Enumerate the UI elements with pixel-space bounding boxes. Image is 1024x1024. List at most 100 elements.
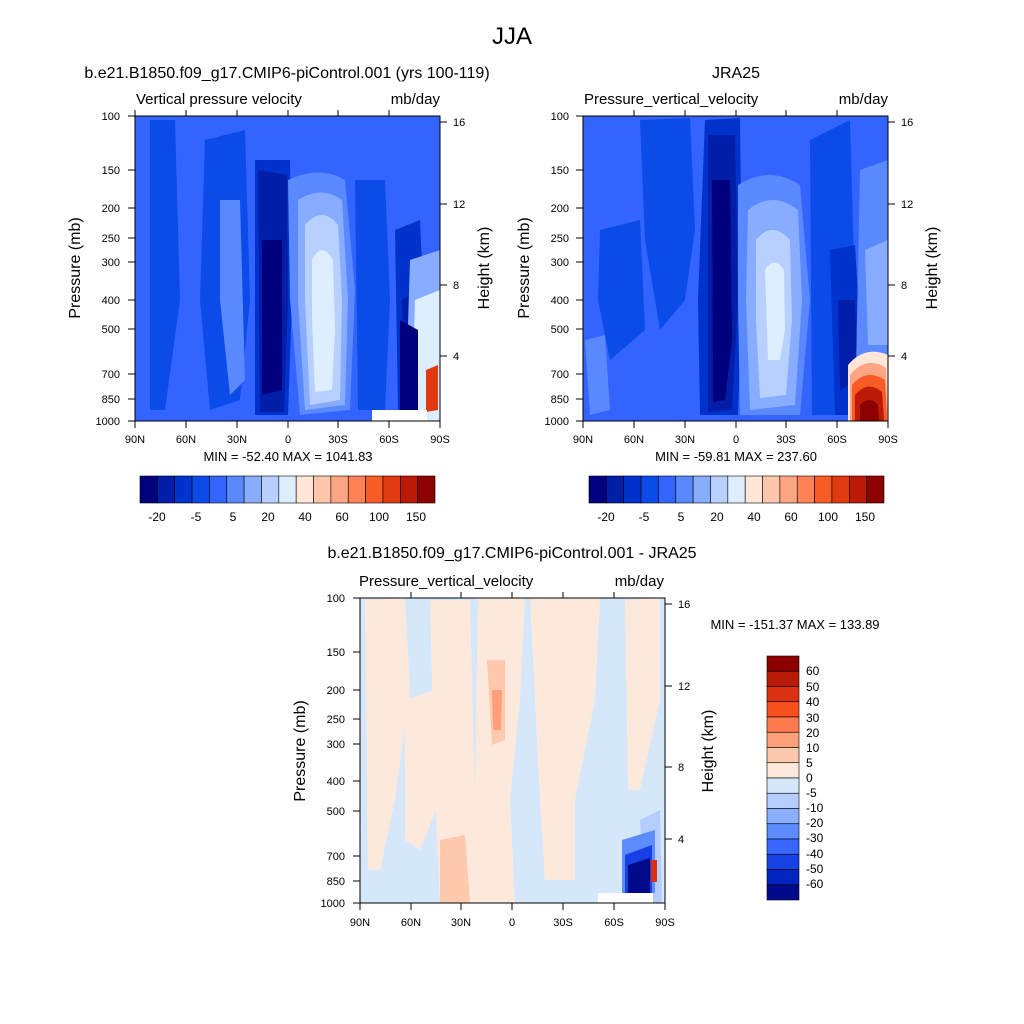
colorbar-swatch (766, 701, 800, 718)
colorbar-swatch (766, 869, 800, 886)
pressure-ticks: 100 150 200 250 300 400 500 700 850 1000 (96, 111, 120, 428)
colorbar-swatch (209, 475, 228, 504)
colorbar-label: -20 (597, 510, 615, 524)
units-label: mb/day (615, 573, 665, 590)
colorbar-label: 40 (747, 510, 761, 524)
colorbar-swatch (766, 762, 800, 779)
colorbar-swatch (766, 853, 800, 870)
colorbar-label: -60 (806, 877, 824, 891)
height-tick: 8 (901, 280, 907, 292)
min-max-label: MIN = -151.37 MAX = 133.89 (710, 617, 879, 632)
height-tick: 4 (678, 834, 684, 846)
pressure-tick: 250 (551, 233, 569, 245)
colorbar-swatch (766, 777, 800, 794)
height-tick: 16 (901, 117, 913, 129)
colorbar-swatch (710, 475, 729, 504)
colorbar-swatch (766, 716, 800, 733)
colorbar-swatch (658, 475, 677, 504)
pressure-tick: 150 (327, 647, 345, 659)
colorbar-swatch (243, 475, 262, 504)
pressure-tick: 150 (551, 165, 569, 177)
height-tick: 12 (678, 681, 690, 693)
height-ticks: 16 12 8 4 (678, 599, 690, 846)
colorbar-label: -5 (191, 510, 202, 524)
height-tick: 16 (678, 599, 690, 611)
colorbar-labels: -20 -5 5 20 40 60 100 150 (597, 510, 875, 524)
colorbar-label: 40 (298, 510, 312, 524)
colorbar-swatch (139, 475, 158, 504)
variable-label: Pressure_vertical_velocity (584, 91, 759, 108)
colorbar-label: 50 (806, 680, 820, 694)
pressure-tick: 850 (551, 394, 569, 406)
contour-field (360, 598, 665, 903)
colorbar-swatch (174, 475, 193, 504)
lat-tick: 30S (328, 434, 348, 446)
colorbar-swatch (727, 475, 746, 504)
lat-tick: 60S (379, 434, 399, 446)
colorbar-swatch (831, 475, 850, 504)
lat-tick: 30S (553, 917, 573, 929)
height-tick: 8 (678, 762, 684, 774)
lat-tick: 30N (675, 434, 695, 446)
y-axis-label: Pressure (mb) (67, 217, 84, 318)
pressure-ticks: 100 150 200 250 300 400 500 700 850 1000 (321, 593, 345, 910)
colorbar-swatch (848, 475, 867, 504)
pressure-tick: 700 (551, 369, 569, 381)
lat-tick: 60N (624, 434, 644, 446)
colorbar-swatch (261, 475, 280, 504)
min-max-label: MIN = -59.81 MAX = 237.60 (655, 449, 817, 464)
colorbar-label: -5 (639, 510, 650, 524)
lat-tick: 90N (125, 434, 145, 446)
colorbar-swatch (278, 475, 297, 504)
pressure-tick: 1000 (545, 416, 569, 428)
colorbar-label: 60 (806, 664, 820, 678)
pressure-tick: 100 (102, 111, 120, 123)
figure-title: JJA (492, 23, 532, 50)
pressure-tick: 200 (102, 203, 120, 215)
colorbar-label: -20 (806, 816, 824, 830)
pressure-tick: 200 (551, 203, 569, 215)
colorbar-label: -40 (806, 847, 824, 861)
y2-axis-label: Height (km) (924, 227, 941, 310)
colorbar-label: -50 (806, 862, 824, 876)
colorbar-swatch (675, 475, 694, 504)
colorbar-swatch (330, 475, 349, 504)
height-ticks: 16 12 8 4 (453, 117, 465, 363)
colorbar-labels: 60 50 40 30 20 10 5 0 -5 -10 -20 -30 -40… (806, 664, 824, 891)
pressure-tick: 200 (327, 685, 345, 697)
pressure-tick: 500 (327, 806, 345, 818)
lat-tick: 90N (350, 917, 370, 929)
colorbar-swatch (623, 475, 642, 504)
height-tick: 4 (901, 351, 907, 363)
min-max-label: MIN = -52.40 MAX = 1041.83 (203, 449, 372, 464)
colorbar-label: -30 (806, 831, 824, 845)
colorbar-swatch (295, 475, 314, 504)
panel-model: b.e21.B1850.f09_g17.CMIP6-piControl.001 … (67, 65, 493, 524)
units-label: mb/day (391, 91, 441, 108)
pressure-tick: 150 (102, 165, 120, 177)
lat-tick: 60S (827, 434, 847, 446)
colorbar-swatch (766, 838, 800, 855)
lat-tick: 30N (451, 917, 471, 929)
colorbar-label: 5 (230, 510, 237, 524)
colorbar-swatch (779, 475, 798, 504)
colorbar-label: 40 (806, 695, 820, 709)
colorbar-labels: -20 -5 5 20 40 60 100 150 (148, 510, 426, 524)
panel-obs: JRA25 Pressure_vertical_velocity mb/day (516, 65, 941, 524)
panel-title: b.e21.B1850.f09_g17.CMIP6-piControl.001 … (327, 545, 696, 562)
lat-ticks: 90N 60N 30N 0 30S 60S 90S (125, 434, 450, 446)
pressure-tick: 300 (102, 257, 120, 269)
colorbar-swatch (226, 475, 245, 504)
colorbar-label: 5 (678, 510, 685, 524)
panel-title: b.e21.B1850.f09_g17.CMIP6-piControl.001 … (84, 65, 489, 82)
colorbar (139, 475, 436, 504)
variable-label: Vertical pressure velocity (136, 91, 302, 108)
colorbar-label: 150 (406, 510, 426, 524)
colorbar (588, 475, 885, 504)
pressure-tick: 700 (102, 369, 120, 381)
colorbar-label: 100 (818, 510, 838, 524)
colorbar-swatch (157, 475, 176, 504)
pressure-tick: 100 (327, 593, 345, 605)
colorbar-swatch (417, 475, 436, 504)
